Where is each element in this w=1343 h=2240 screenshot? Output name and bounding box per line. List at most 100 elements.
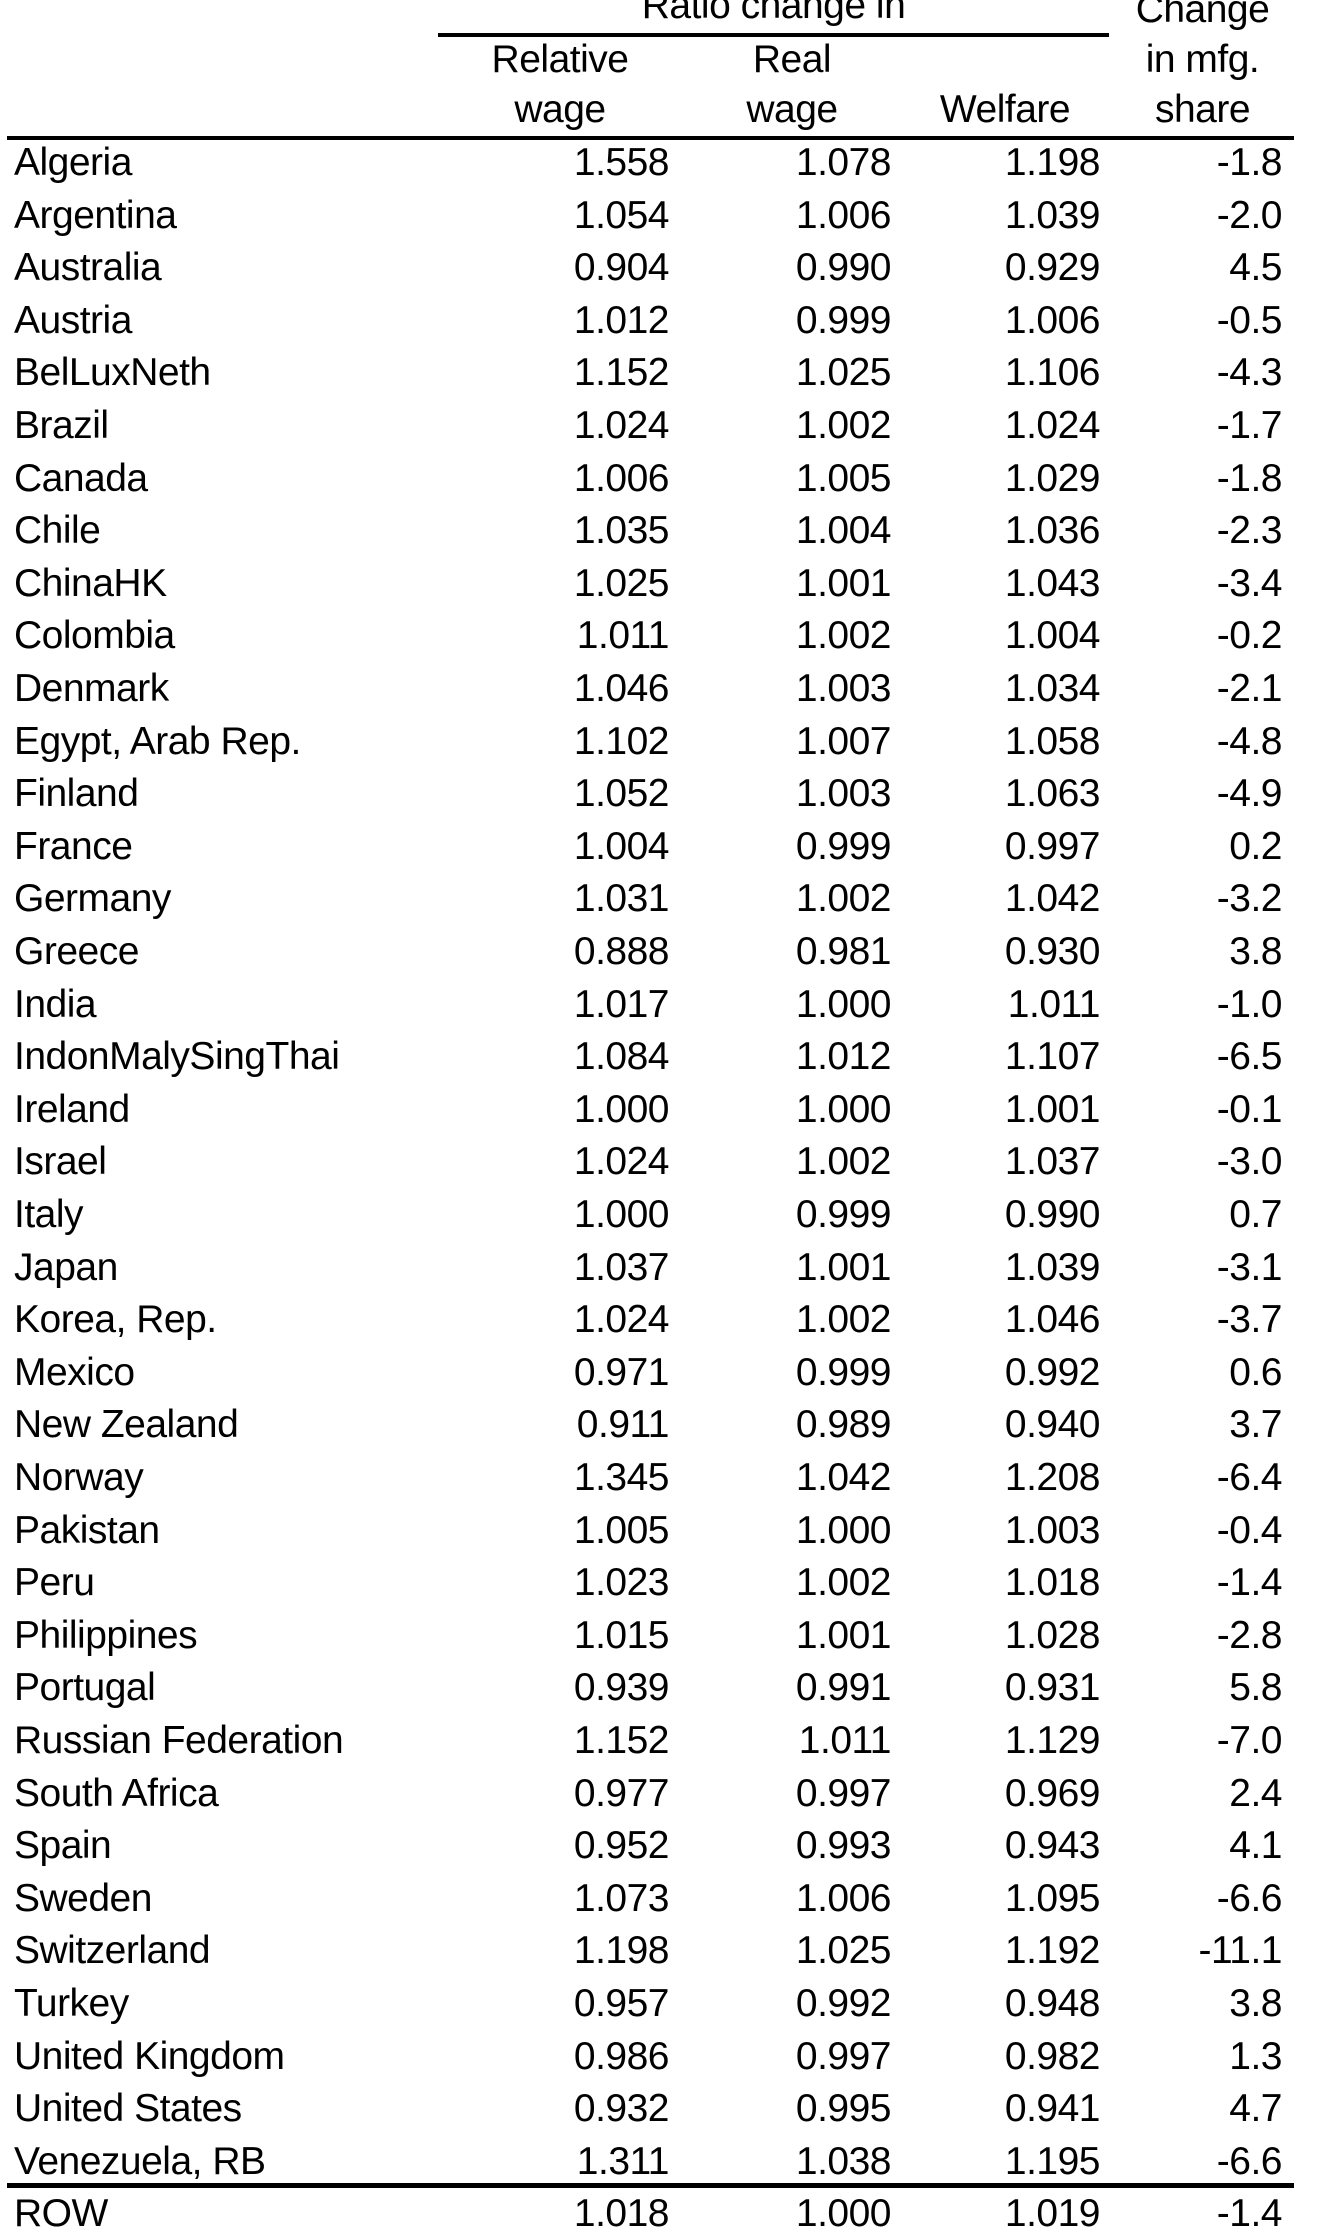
cell-country: Italy: [14, 1193, 84, 1236]
table-row: Egypt, Arab Rep. 1.102 1.007 1.058 -4.8: [0, 716, 1343, 768]
cell-welfare: 1.039: [1004, 193, 1101, 237]
cell-welfare: 1.058: [1004, 719, 1101, 763]
cell-welfare: 0.990: [1004, 1193, 1101, 1236]
cell-country: United States: [14, 2087, 242, 2131]
cell-country: Korea, Rep.: [14, 1298, 217, 1342]
cell-country: Norway: [14, 1456, 144, 1499]
cell-real-wage: 0.981: [795, 930, 892, 973]
cell-mfg-share-change: -7.0: [1216, 1719, 1283, 1762]
cell-real-wage: 1.002: [795, 1140, 892, 1184]
cell-country: Chile: [14, 509, 101, 553]
cell-welfare: 1.192: [1004, 1929, 1101, 1973]
cell-welfare: 0.929: [1004, 246, 1101, 290]
cell-mfg-share-change: 5.8: [1229, 1666, 1282, 1710]
cell-mfg-share-change: -1.4: [1216, 2192, 1283, 2236]
cell-relative-wage: 1.000: [573, 1193, 670, 1236]
cell-mfg-share-change: -4.9: [1216, 772, 1283, 816]
cell-welfare: 1.042: [1004, 877, 1101, 921]
cell-relative-wage: 1.005: [573, 1508, 670, 1552]
cell-real-wage: 0.993: [795, 1824, 892, 1868]
cell-welfare: 0.930: [1004, 930, 1101, 973]
cell-mfg-share-change: 4.1: [1229, 1824, 1282, 1868]
cell-country: Argentina: [14, 193, 177, 237]
cell-real-wage: 1.002: [795, 404, 892, 447]
table-row: Venezuela, RB 1.311 1.038 1.195 -6.6: [0, 2136, 1343, 2188]
cell-mfg-share-change: -0.2: [1216, 614, 1283, 658]
cell-real-wage: 1.025: [795, 1929, 892, 1973]
cell-country: Spain: [14, 1824, 112, 1868]
table-row: Peru 1.023 1.002 1.018 -1.4: [0, 1557, 1343, 1609]
table-row: Finland 1.052 1.003 1.063 -4.9: [0, 768, 1343, 820]
cell-mfg-share-change: -11.1: [1198, 1929, 1283, 1973]
cell-country: Brazil: [14, 404, 109, 447]
cell-real-wage: 1.042: [795, 1456, 892, 1499]
header-mfg-share-line1: Change: [1135, 0, 1270, 31]
cell-mfg-share-change: -4.8: [1216, 719, 1283, 763]
table-row: Korea, Rep. 1.024 1.002 1.046 -3.7: [0, 1294, 1343, 1346]
cell-welfare: 1.024: [1004, 404, 1101, 447]
cell-country: Russian Federation: [14, 1719, 344, 1762]
group-rule: [438, 33, 1109, 37]
cell-relative-wage: 0.971: [573, 1350, 670, 1394]
cell-country: Sweden: [14, 1876, 152, 1920]
cell-relative-wage: 1.006: [573, 456, 670, 500]
cell-real-wage: 1.025: [795, 351, 892, 395]
cell-welfare: 1.004: [1004, 614, 1101, 658]
cell-mfg-share-change: 0.6: [1229, 1350, 1282, 1394]
cell-relative-wage: 1.012: [573, 298, 670, 342]
cell-relative-wage: 1.558: [573, 141, 670, 184]
cell-mfg-share-change: -4.3: [1216, 351, 1283, 395]
cell-relative-wage: 0.904: [573, 246, 670, 290]
cell-welfare: 1.011: [1007, 982, 1101, 1026]
table-row: Canada 1.006 1.005 1.029 -1.8: [0, 453, 1343, 505]
cell-relative-wage: 1.024: [573, 404, 670, 447]
cell-mfg-share-change: -6.5: [1216, 1035, 1283, 1079]
cell-country: Pakistan: [14, 1508, 160, 1552]
cell-real-wage: 1.001: [795, 561, 892, 605]
cell-country: India: [14, 982, 97, 1026]
cell-welfare: 1.003: [1004, 1508, 1101, 1552]
cell-relative-wage: 0.977: [573, 1771, 670, 1815]
cell-mfg-share-change: 3.8: [1229, 1982, 1282, 2025]
cell-welfare: 1.034: [1004, 667, 1101, 710]
cell-mfg-share-change: 3.7: [1229, 1403, 1282, 1447]
table-row: Brazil 1.024 1.002 1.024 -1.7: [0, 400, 1343, 452]
cell-country: France: [14, 824, 133, 868]
cell-real-wage: 1.001: [795, 1245, 892, 1289]
cell-relative-wage: 1.025: [573, 561, 670, 605]
cell-country: BelLuxNeth: [14, 351, 211, 395]
cell-mfg-share-change: 3.8: [1229, 930, 1282, 973]
cell-relative-wage: 1.037: [573, 1245, 670, 1289]
table-row: Japan 1.037 1.001 1.039 -3.1: [0, 1242, 1343, 1294]
cell-relative-wage: 1.023: [573, 1561, 670, 1605]
table-row: United Kingdom 0.986 0.997 0.982 1.3: [0, 2031, 1343, 2083]
cell-country: Ireland: [14, 1087, 130, 1131]
cell-relative-wage: 1.052: [573, 772, 670, 816]
cell-relative-wage: 1.046: [573, 667, 670, 710]
cell-relative-wage: 1.311: [576, 2139, 670, 2183]
cell-relative-wage: 0.986: [573, 2034, 670, 2078]
cell-real-wage: 1.006: [795, 193, 892, 237]
cell-welfare: 1.028: [1004, 1613, 1101, 1657]
cell-welfare: 0.982: [1004, 2034, 1101, 2078]
cell-welfare: 1.036: [1004, 509, 1101, 553]
cell-country: Egypt, Arab Rep.: [14, 719, 301, 763]
cell-relative-wage: 1.024: [573, 1140, 670, 1184]
cell-relative-wage: 0.939: [573, 1666, 670, 1710]
cell-country: ChinaHK: [14, 561, 167, 605]
table-row: Argentina 1.054 1.006 1.039 -2.0: [0, 190, 1343, 242]
cell-mfg-share-change: -0.5: [1216, 298, 1283, 342]
cell-mfg-share-change: -6.6: [1216, 1876, 1283, 1920]
cell-mfg-share-change: 4.5: [1229, 246, 1282, 290]
cell-welfare: 1.043: [1004, 561, 1101, 605]
cell-mfg-share-change: -0.1: [1216, 1087, 1283, 1131]
cell-welfare: 1.029: [1004, 456, 1101, 500]
table-row: BelLuxNeth 1.152 1.025 1.106 -4.3: [0, 347, 1343, 399]
cell-relative-wage: 1.024: [573, 1298, 670, 1342]
table-row: Israel 1.024 1.002 1.037 -3.0: [0, 1136, 1343, 1188]
cell-real-wage: 0.989: [795, 1403, 892, 1447]
header-rule: [7, 136, 1294, 140]
cell-welfare: 0.992: [1004, 1350, 1101, 1394]
cell-country: Canada: [14, 456, 148, 500]
cell-welfare: 1.001: [1004, 1087, 1101, 1131]
